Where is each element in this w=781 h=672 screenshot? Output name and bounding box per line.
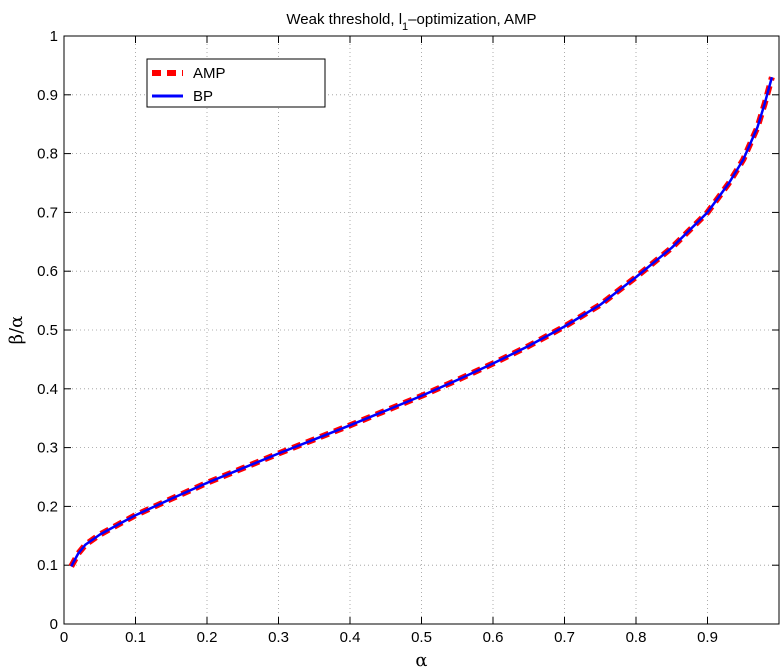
chart-title-subscript: 1 <box>402 21 408 33</box>
y-tick-label-4: 0.4 <box>37 381 58 398</box>
legend-box <box>146 58 326 108</box>
x-tick-label-5: 0.5 <box>411 629 432 646</box>
x-tick-label-1: 0.1 <box>125 629 146 646</box>
chart-title: Weak threshold, l1–optimization, AMP <box>286 11 536 33</box>
x-tick-label-8: 0.8 <box>626 629 647 646</box>
y-tick-label-8: 0.8 <box>37 146 58 163</box>
legend: AMP BP <box>146 58 326 108</box>
legend-label-bp: BP <box>193 88 213 105</box>
legend-label-amp: AMP <box>193 65 226 82</box>
y-axis-label: β/α <box>6 316 27 345</box>
y-tick-label-9: 0.9 <box>37 87 58 104</box>
x-tick-label-9: 0.9 <box>697 629 718 646</box>
x-tick-label-7: 0.7 <box>554 629 575 646</box>
x-axis-label: α <box>415 650 427 671</box>
x-tick-label-2: 0.2 <box>197 629 218 646</box>
series-layer <box>68 76 775 568</box>
y-tick-label-1: 0.1 <box>37 557 58 574</box>
y-tick-label-2: 0.2 <box>37 498 58 515</box>
y-tick-label-6: 0.6 <box>37 263 58 280</box>
y-tick-label-10: 1 <box>50 28 58 45</box>
chart-title-pre: Weak threshold, l <box>286 11 402 28</box>
x-tick-label-3: 0.3 <box>268 629 289 646</box>
x-tick-label-6: 0.6 <box>483 629 504 646</box>
y-tick-label-5: 0.5 <box>37 322 58 339</box>
x-tick-label-4: 0.4 <box>340 629 361 646</box>
chart-title-post: –optimization, AMP <box>408 11 536 28</box>
ticks: 0 0.1 0.2 0.3 0.4 0.5 0.6 0.7 0.8 0.9 0 0.1 0.2 0.3 0.… <box>37 28 779 646</box>
y-tick-label-3: 0.3 <box>37 440 58 457</box>
series-line-bp <box>70 76 774 567</box>
y-tick-label-7: 0.7 <box>37 204 58 221</box>
y-tick-label-0: 0 <box>50 616 58 633</box>
x-tick-label-0: 0 <box>60 629 68 646</box>
